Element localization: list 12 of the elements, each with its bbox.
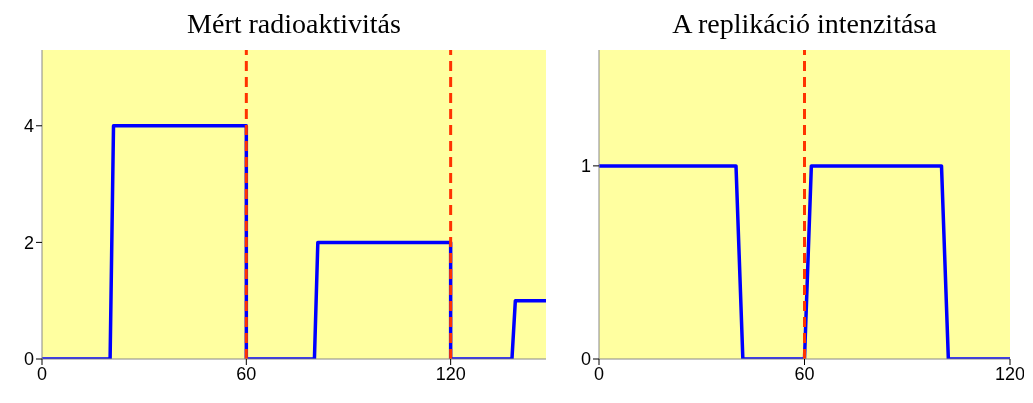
- chart-title: A replikáció intenzitása: [671, 8, 938, 40]
- x-tick-label: 60: [794, 363, 815, 384]
- y-tick-label: 2: [23, 232, 34, 253]
- x-tick-label: 0: [593, 363, 605, 384]
- chart-title: Mért radioaktivitás: [186, 8, 402, 40]
- x-tick-label: 0: [36, 363, 48, 384]
- y-tick-label: 1: [580, 156, 591, 177]
- x-tick-label: 120: [435, 363, 466, 384]
- x-tick-label: 120: [994, 363, 1026, 384]
- y-tick-label: 4: [23, 116, 34, 137]
- y-tick-label: 0: [23, 349, 34, 370]
- x-tick-label: 60: [236, 363, 257, 384]
